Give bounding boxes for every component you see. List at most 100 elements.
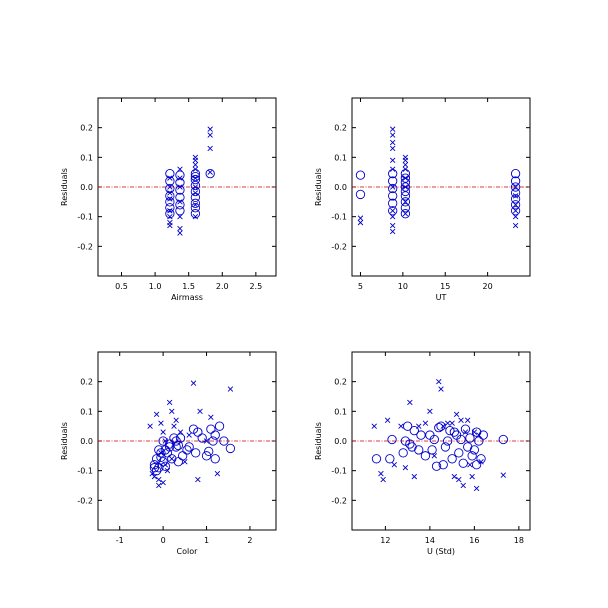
data-point-circle	[210, 430, 220, 440]
data-point-cross	[166, 399, 173, 406]
data-point-circle	[400, 182, 411, 192]
x-tick-label: 15	[440, 282, 450, 291]
data-point-circle	[388, 176, 398, 186]
data-point-cross	[177, 166, 183, 172]
ustd-residuals-panel: -0.2 -0.1 0.0 0.1 0.2 12 14 16 18 U (Std) Residual…	[314, 351, 531, 556]
data-point-cross	[471, 429, 478, 435]
data-point-circle	[162, 448, 173, 458]
x-axis-label: Airmass	[171, 293, 203, 302]
data-point-circle	[214, 421, 225, 431]
data-point-cross	[167, 175, 173, 181]
data-point-circle	[510, 206, 521, 216]
data-point-circle	[151, 466, 162, 476]
x-tick-label: 0	[161, 536, 166, 545]
data-point-cross	[389, 228, 396, 235]
data-point-circle	[160, 461, 170, 471]
data-point-cross	[156, 476, 162, 483]
data-point-circle	[165, 197, 175, 207]
data-point-cross	[192, 157, 199, 164]
data-point-circle	[469, 445, 480, 455]
data-point-circle	[201, 451, 212, 461]
data-point-circle	[178, 451, 188, 461]
data-point-circle	[355, 189, 366, 200]
data-point-cross	[389, 213, 396, 220]
data-point-cross	[173, 417, 179, 423]
data-point-circle	[182, 445, 192, 455]
data-point-circle	[387, 434, 397, 445]
data-point-circle	[510, 194, 521, 204]
data-point-cross	[177, 184, 183, 190]
x-tick-label: 10	[398, 282, 408, 291]
x-tick-label: 5	[358, 282, 363, 291]
data-point-circle	[385, 454, 395, 464]
data-point-cross	[162, 438, 169, 444]
y-tick-label: 0.0	[334, 183, 347, 192]
data-point-cross	[195, 476, 201, 483]
data-point-circle	[400, 203, 411, 213]
data-point-cross	[389, 166, 396, 172]
data-point-cross	[402, 175, 409, 181]
data-point-circle	[431, 461, 442, 471]
data-point-cross	[208, 414, 214, 420]
data-point-cross	[158, 450, 164, 456]
data-point-circle	[400, 197, 411, 207]
data-point-circle	[225, 443, 236, 454]
data-point-circle	[190, 180, 201, 191]
data-point-circle	[510, 182, 521, 192]
data-point-cross	[458, 417, 464, 423]
data-point-circle	[191, 448, 201, 458]
data-point-cross	[453, 411, 460, 418]
data-point-cross	[203, 438, 210, 444]
data-point-cross	[438, 386, 444, 392]
y-tick-label: 0.2	[334, 378, 347, 387]
data-point-cross	[456, 476, 462, 483]
data-point-cross	[389, 184, 396, 190]
data-point-cross	[416, 423, 422, 429]
y-tick-label: 0.1	[334, 407, 347, 416]
data-point-cross	[192, 213, 199, 220]
data-point-cross	[147, 423, 153, 429]
color-residuals-panel: -0.2 -0.1 0.0 0.1 0.2 -1 0 1 2 Color Residuals	[60, 351, 277, 556]
x-tick-label: 2	[247, 536, 252, 545]
data-point-cross	[402, 157, 409, 164]
data-point-circle	[204, 446, 214, 457]
data-point-circle	[388, 206, 398, 216]
data-point-circle	[167, 454, 177, 464]
data-point-circle	[388, 183, 398, 194]
y-tick-label: 0.0	[80, 437, 93, 446]
data-point-cross	[167, 208, 173, 214]
data-point-circle	[409, 425, 419, 436]
data-point-cross	[169, 408, 175, 415]
data-point-cross	[402, 199, 409, 205]
data-point-cross	[402, 184, 409, 190]
data-point-circle	[400, 173, 411, 183]
y-tick-label: -0.2	[77, 242, 93, 251]
data-point-circle	[400, 191, 411, 201]
data-point-circle	[510, 188, 521, 198]
data-point-cross	[151, 473, 158, 480]
data-point-circle	[434, 422, 444, 433]
data-point-circle	[454, 448, 464, 458]
data-point-circle	[164, 442, 175, 452]
data-point-circle	[175, 206, 185, 216]
data-point-cross	[207, 145, 213, 152]
data-point-cross	[164, 467, 171, 474]
x-tick-label: 14	[425, 536, 435, 545]
data-point-circle	[429, 434, 439, 445]
data-point-cross	[160, 479, 166, 486]
y-tick-label: 0.2	[80, 124, 93, 133]
data-point-cross	[427, 408, 433, 415]
data-point-cross	[207, 169, 213, 175]
data-point-cross	[207, 126, 213, 132]
data-point-cross	[177, 230, 183, 236]
data-point-cross	[167, 184, 173, 190]
data-point-cross	[389, 132, 396, 138]
data-point-cross	[389, 139, 396, 146]
data-point-cross	[182, 459, 188, 465]
data-point-cross	[167, 213, 173, 220]
data-point-circle	[414, 445, 424, 455]
data-point-circle	[467, 451, 477, 461]
data-point-cross	[464, 417, 471, 423]
data-point-cross	[407, 399, 413, 406]
